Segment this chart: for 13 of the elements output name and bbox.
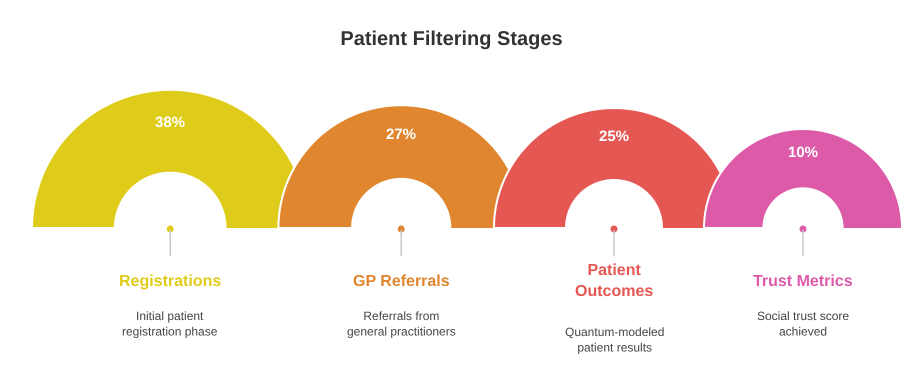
category-label: GP Referrals (353, 273, 450, 290)
category-label: Registrations (119, 273, 222, 290)
text: Referrals from general practitioners (347, 309, 456, 339)
category-label: Patient Outcomes (575, 262, 654, 300)
text: Social trust score achieved (757, 309, 850, 339)
category-label: Trust Metrics (753, 273, 853, 290)
data-label: 27% (386, 126, 416, 143)
text: Initial patient registration phase (122, 309, 218, 339)
data-label: 25% (599, 128, 630, 145)
text: Patient Filtering Stages (340, 28, 563, 50)
text: Quantum-modeled patient results (565, 325, 664, 355)
data-label: 10% (788, 144, 818, 161)
data-label: 38% (155, 114, 186, 131)
